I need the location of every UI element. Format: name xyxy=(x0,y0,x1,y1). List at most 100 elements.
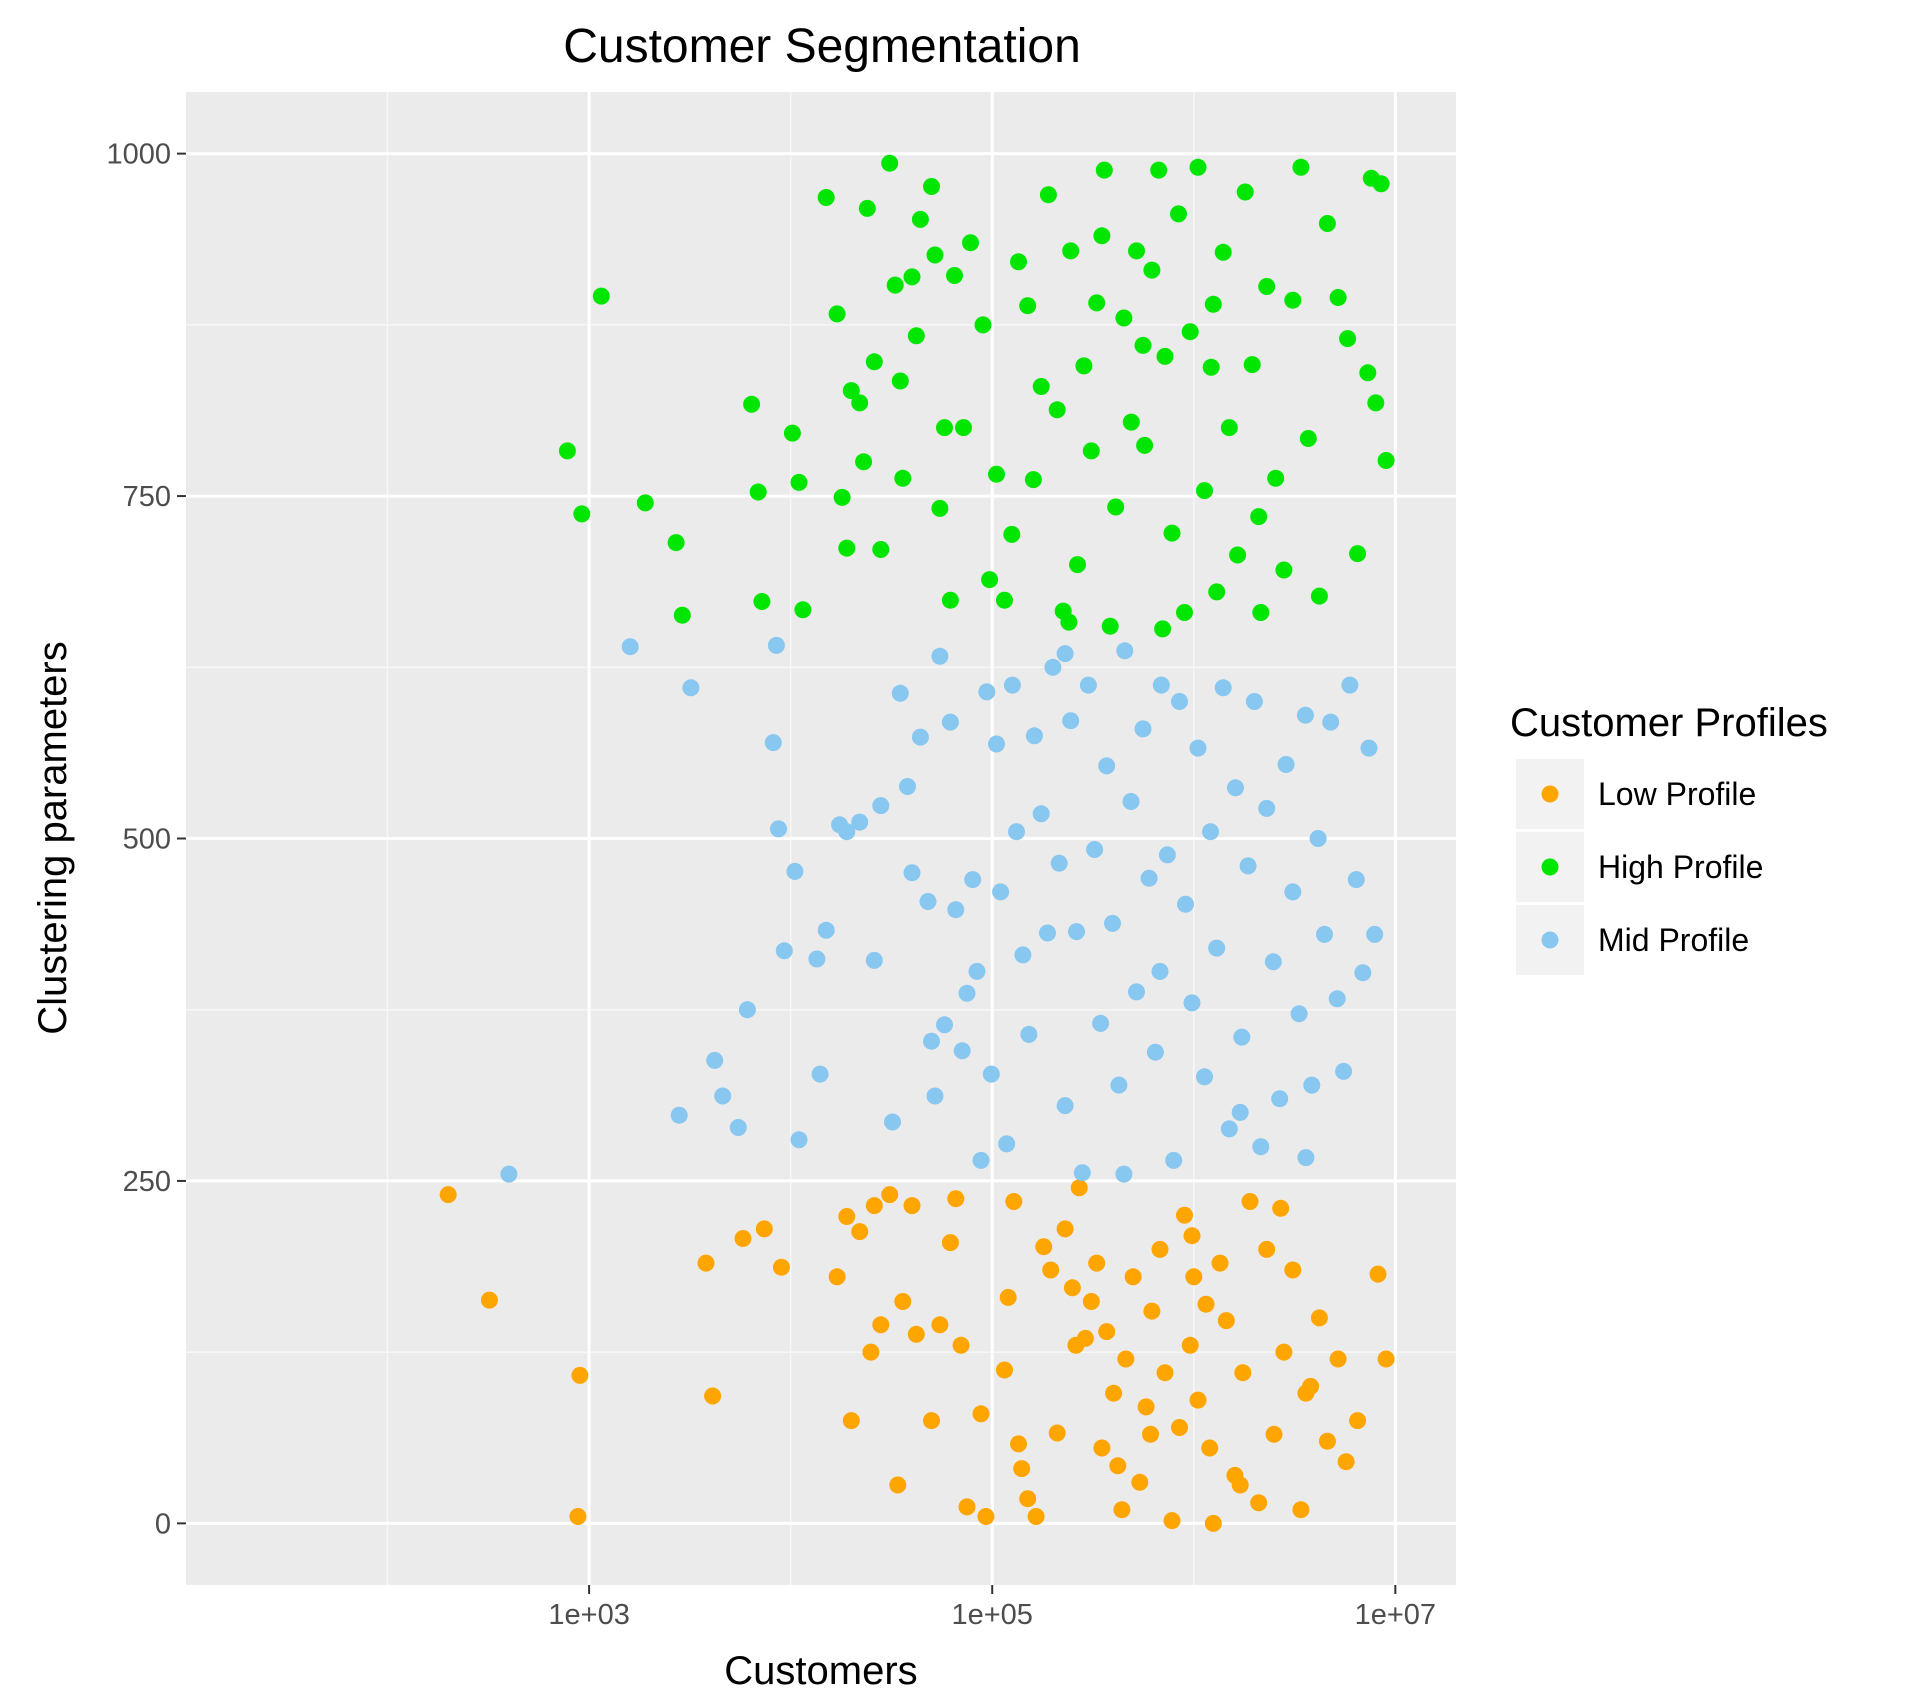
data-point xyxy=(1258,1240,1276,1258)
data-point xyxy=(1110,1076,1128,1094)
x-tick-label: 1e+05 xyxy=(951,1599,1032,1631)
data-point xyxy=(1297,1149,1315,1167)
data-point xyxy=(1176,604,1193,621)
data-point xyxy=(480,1291,498,1309)
data-point xyxy=(1073,1164,1091,1182)
data-point xyxy=(1297,1384,1315,1402)
data-point xyxy=(1044,658,1062,676)
data-point xyxy=(872,1316,890,1334)
data-point xyxy=(1075,357,1093,375)
data-point xyxy=(767,636,785,654)
data-point xyxy=(1339,330,1357,348)
data-point xyxy=(1202,823,1219,841)
data-point xyxy=(862,1343,880,1361)
data-point xyxy=(573,505,591,523)
data-point xyxy=(1070,1179,1088,1197)
data-point xyxy=(1005,1193,1023,1210)
data-point xyxy=(903,864,921,882)
data-point xyxy=(1231,1476,1249,1494)
data-point xyxy=(1335,1062,1353,1080)
data-point xyxy=(1128,242,1145,260)
x-axis-ticks: 1e+03 1e+05 1e+07 xyxy=(548,1585,1436,1631)
data-point xyxy=(931,1316,949,1334)
data-point xyxy=(775,942,793,960)
data-point xyxy=(783,424,801,442)
data-point xyxy=(1042,1261,1060,1279)
data-point xyxy=(1014,946,1032,964)
data-point xyxy=(1349,1412,1367,1430)
data-point xyxy=(1137,1398,1155,1416)
data-point xyxy=(978,683,996,701)
data-point xyxy=(1316,925,1333,943)
data-point xyxy=(903,268,921,286)
data-point xyxy=(1341,676,1359,694)
data-point xyxy=(838,823,856,841)
data-points xyxy=(439,154,1395,1532)
legend-marker xyxy=(1541,785,1559,803)
data-point xyxy=(1214,243,1232,261)
data-point xyxy=(855,453,873,471)
data-point xyxy=(1189,1391,1207,1409)
data-point xyxy=(865,353,883,371)
data-point xyxy=(968,962,986,980)
data-point xyxy=(670,1106,688,1124)
data-point xyxy=(1250,1494,1268,1512)
data-point xyxy=(1010,1435,1027,1453)
data-point xyxy=(714,1087,732,1105)
data-point xyxy=(1056,1097,1074,1115)
data-point xyxy=(1292,1501,1310,1519)
data-point xyxy=(1113,1501,1131,1519)
data-point xyxy=(1151,962,1169,980)
data-point xyxy=(1360,739,1378,757)
data-point xyxy=(1275,1343,1293,1361)
data-point xyxy=(1329,1350,1347,1368)
data-point xyxy=(1171,1419,1188,1436)
data-point xyxy=(636,494,654,512)
data-point xyxy=(865,1197,883,1215)
data-point xyxy=(1208,583,1226,601)
data-point xyxy=(1189,739,1207,757)
data-point xyxy=(621,638,639,656)
data-point xyxy=(1362,169,1380,187)
data-point xyxy=(786,862,804,880)
data-point xyxy=(1056,645,1074,663)
data-point xyxy=(1156,347,1174,365)
data-point xyxy=(1048,1424,1066,1442)
data-point xyxy=(1290,1005,1308,1023)
legend-label: Low Profile xyxy=(1598,776,1756,812)
data-point xyxy=(1197,1295,1215,1313)
data-point xyxy=(911,728,929,746)
data-point xyxy=(1115,1165,1133,1183)
data-point xyxy=(1208,939,1226,957)
data-point xyxy=(1236,183,1254,201)
data-point xyxy=(851,1223,869,1241)
data-point xyxy=(1284,1261,1302,1279)
data-point xyxy=(962,234,979,252)
data-point xyxy=(1234,1364,1252,1382)
data-point xyxy=(1134,336,1152,354)
data-point xyxy=(1284,883,1302,901)
data-point xyxy=(899,778,916,795)
data-point xyxy=(842,1412,860,1430)
data-point xyxy=(706,1051,724,1069)
data-point xyxy=(1349,545,1367,563)
data-point xyxy=(1039,924,1056,942)
data-point xyxy=(881,1186,899,1204)
data-point xyxy=(753,593,771,610)
data-point xyxy=(1366,925,1384,943)
data-point xyxy=(842,382,860,400)
data-point xyxy=(1032,378,1050,395)
data-point xyxy=(1093,1439,1111,1457)
data-point xyxy=(947,1190,965,1208)
data-point xyxy=(1204,1514,1222,1532)
data-point xyxy=(919,893,937,910)
data-point xyxy=(1122,413,1140,431)
data-point xyxy=(1069,556,1086,574)
data-point xyxy=(1082,442,1100,460)
data-point xyxy=(998,1135,1016,1153)
data-point xyxy=(936,1016,953,1034)
data-point xyxy=(1189,158,1207,176)
data-point xyxy=(1252,604,1270,621)
data-point xyxy=(1117,1350,1135,1368)
